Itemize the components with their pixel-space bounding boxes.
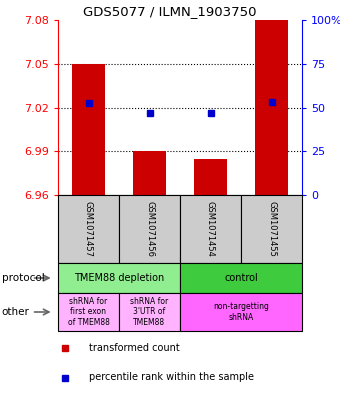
Text: control: control	[224, 273, 258, 283]
Bar	[133, 151, 166, 195]
Bar	[119, 195, 180, 263]
Text: transformed count: transformed count	[89, 343, 180, 353]
Bar	[58, 263, 180, 293]
Text: GDS5077 / ILMN_1903750: GDS5077 / ILMN_1903750	[83, 5, 257, 18]
Bar	[241, 195, 302, 263]
Text: protocol: protocol	[2, 273, 45, 283]
Text: shRNA for
first exon
of TMEM88: shRNA for first exon of TMEM88	[68, 297, 109, 327]
Bar	[119, 293, 180, 331]
Text: percentile rank within the sample: percentile rank within the sample	[89, 373, 254, 382]
Text: GSM1071456: GSM1071456	[145, 201, 154, 257]
Text: TMEM88 depletion: TMEM88 depletion	[74, 273, 164, 283]
Text: GSM1071454: GSM1071454	[206, 201, 215, 257]
Bar	[194, 158, 227, 195]
Bar	[180, 263, 302, 293]
Bar	[72, 64, 105, 195]
Text: GSM1071457: GSM1071457	[84, 201, 93, 257]
Text: shRNA for
3'UTR of
TMEM88: shRNA for 3'UTR of TMEM88	[130, 297, 169, 327]
Bar	[180, 195, 241, 263]
Bar	[58, 195, 119, 263]
Text: non-targetting
shRNA: non-targetting shRNA	[213, 302, 269, 322]
Bar	[58, 293, 119, 331]
Text: GSM1071455: GSM1071455	[267, 201, 276, 257]
Text: other: other	[2, 307, 30, 317]
Bar	[180, 293, 302, 331]
Bar	[255, 20, 288, 195]
